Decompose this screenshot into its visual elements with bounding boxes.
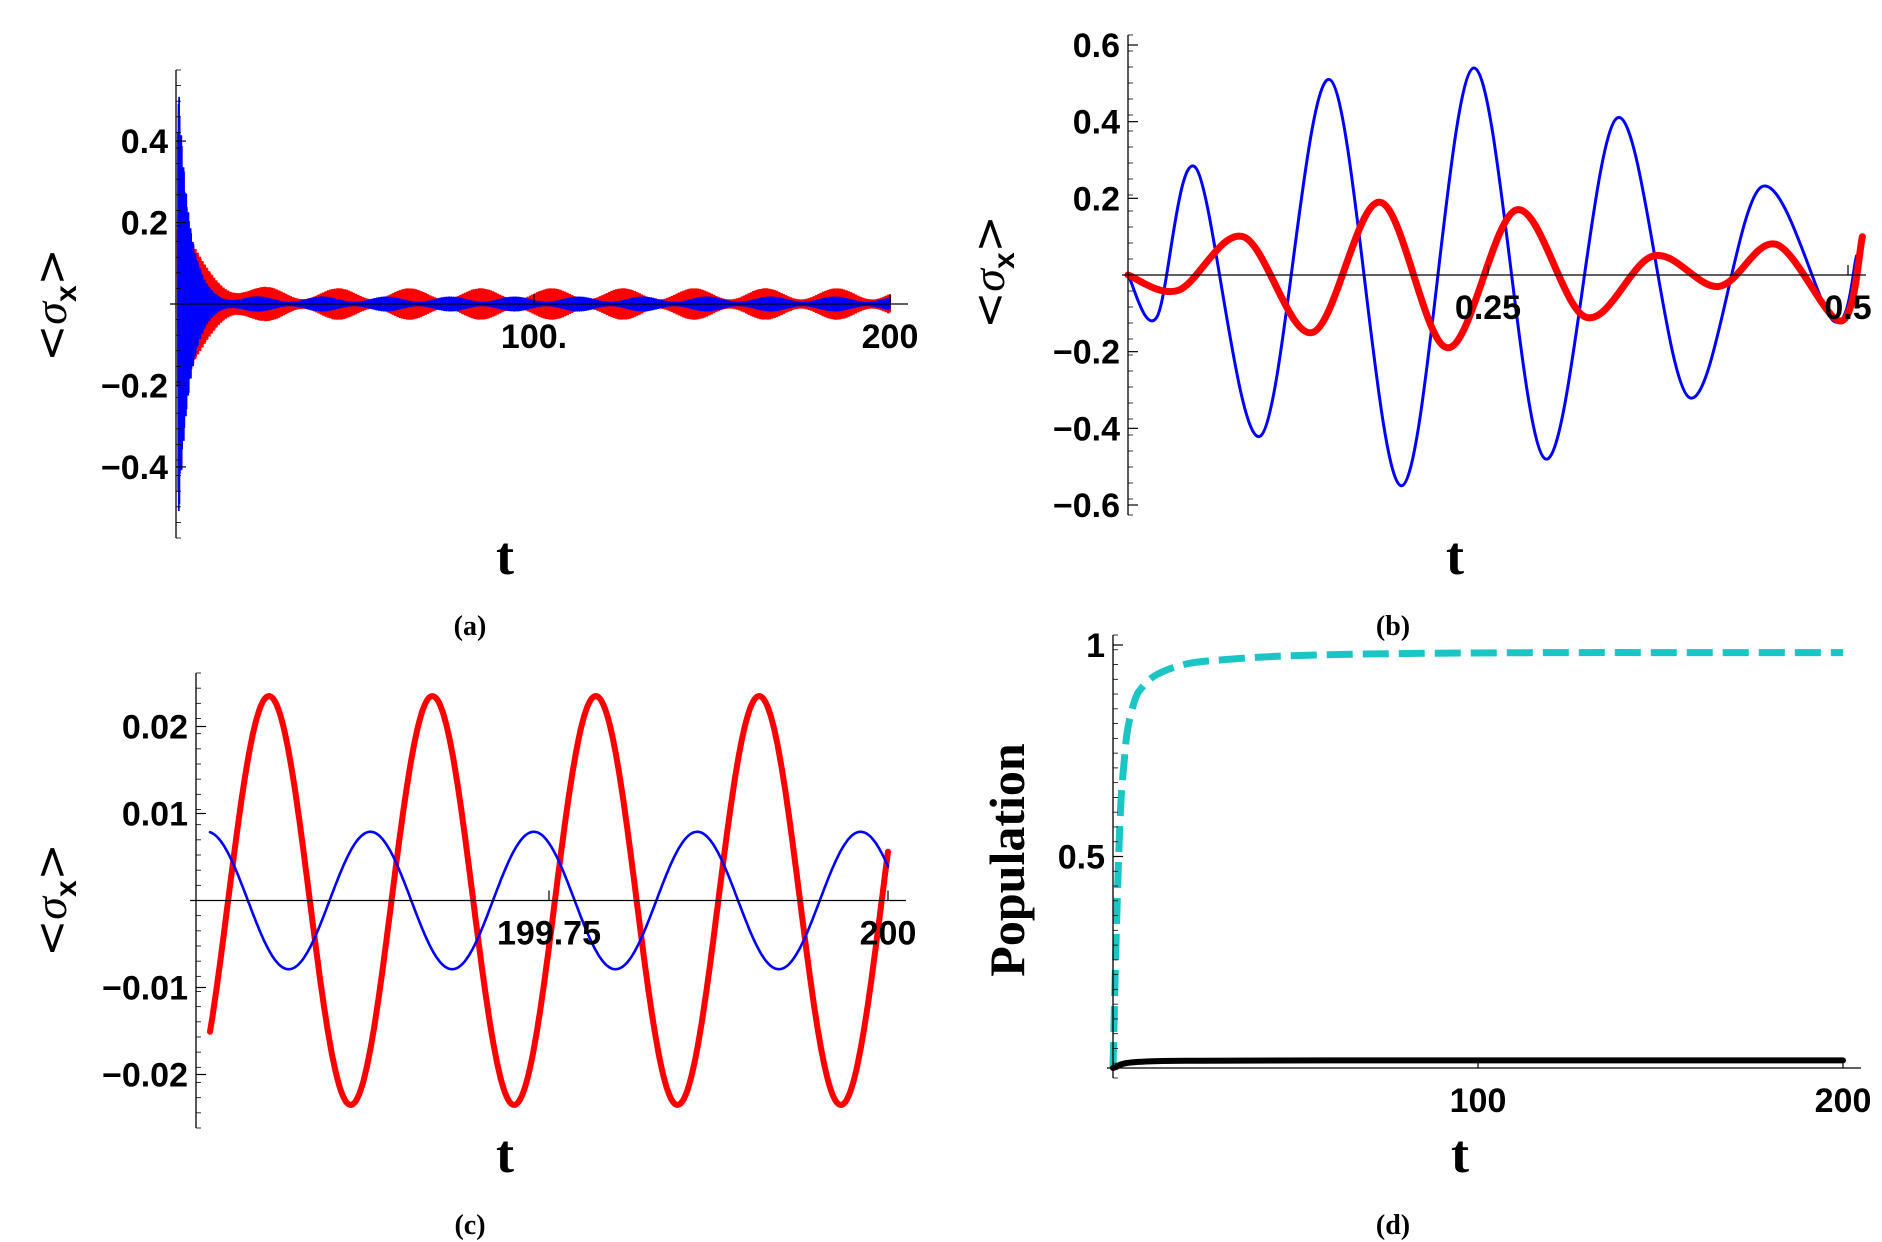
panel-c: −0.02 −0.01 0.01 0.02 199.75 200 t <σx> (c) — [25, 672, 916, 1241]
panel-d-ylabel: Population — [979, 743, 1035, 977]
panel-a-ylabel-close: > — [26, 248, 77, 285]
panel-c-xlabel: t — [496, 1124, 514, 1184]
panel-a-ylabel: <σx> — [25, 248, 83, 361]
panel-a-x-tick-label: 200 — [862, 318, 919, 356]
panel-c-y-tick-label: 0.01 — [122, 796, 188, 834]
panel-d-series-black — [1110, 1057, 1846, 1071]
panel-a-ylabel-sigma: σ — [25, 300, 76, 325]
panel-b: −0.6 −0.4 −0.2 0.2 0.4 0.6 0.25 0.5 t <σx> (b) — [963, 27, 1872, 642]
panel-c-y-tick-label: 0.02 — [122, 709, 188, 747]
panel-b-ylabel: <σx> — [963, 215, 1021, 328]
panel-b-y-tick-label: −0.4 — [1053, 410, 1120, 448]
panel-a-caption: (a) — [454, 611, 487, 642]
panel-a-xlabel: t — [496, 526, 514, 586]
panel-a-ylabel-open: < — [26, 325, 77, 362]
panel-c-ylabel-sigma: σ — [25, 895, 76, 920]
svg-text:<σx>: <σx> — [25, 843, 83, 956]
panel-d: 0.5 1 100 200 t Population (d) — [979, 627, 1871, 1241]
svg-text:<σx>: <σx> — [963, 215, 1021, 328]
panel-a-x-tick-label: 100. — [501, 318, 567, 356]
panel-d-y-tick-label: 1 — [1086, 627, 1105, 665]
panel-c-caption: (c) — [454, 1210, 485, 1241]
panel-c-ylabel-open: < — [26, 920, 77, 957]
panel-d-xlabel: t — [1451, 1124, 1469, 1184]
panel-c-ticks: −0.02 −0.01 0.01 0.02 199.75 200 — [102, 709, 916, 1095]
panel-c-x-tick-label: 200 — [860, 915, 917, 953]
panel-c-ylabel-sub: x — [50, 880, 83, 897]
panel-d-axes — [1107, 634, 1861, 1079]
panel-b-series-blue — [1126, 66, 1859, 488]
panel-b-y-tick-label: −0.2 — [1053, 334, 1120, 372]
panel-b-y-tick-label: −0.6 — [1053, 487, 1120, 525]
panel-a: −0.4 −0.2 0.2 0.4 100. 200 t <σx> (a) — [25, 69, 918, 642]
panel-c-series-red — [207, 692, 891, 1108]
panel-b-y-tick-label: 0.4 — [1073, 104, 1120, 142]
panel-b-ticks: −0.6 −0.4 −0.2 0.2 0.4 0.6 0.25 0.5 — [1053, 27, 1872, 525]
svg-text:<σx>: <σx> — [25, 248, 83, 361]
panel-d-ticks: 0.5 1 100 200 — [1058, 627, 1872, 1120]
panel-c-plot — [207, 692, 891, 1108]
panel-a-axes — [170, 69, 908, 539]
panel-c-y-tick-label: −0.02 — [102, 1057, 188, 1095]
panel-d-y-tick-label: 0.5 — [1058, 839, 1105, 877]
panel-b-ylabel-close: > — [964, 215, 1015, 252]
panel-c-x-tick-label: 199.75 — [497, 915, 601, 953]
panel-a-ticks: −0.4 −0.2 0.2 0.4 100. 200 — [101, 123, 918, 487]
panel-b-ylabel-sigma: σ — [963, 267, 1014, 292]
panel-d-series-cyan-dashed — [1109, 649, 1843, 1069]
panel-a-y-tick-label: 0.4 — [121, 123, 168, 161]
panel-d-plot — [1109, 649, 1846, 1071]
panel-a-y-tick-label: −0.4 — [101, 449, 168, 487]
panel-c-ylabel: <σx> — [25, 843, 83, 956]
panel-c-y-tick-label: −0.01 — [102, 970, 188, 1008]
panel-a-y-tick-label: −0.2 — [101, 367, 168, 405]
panel-b-y-tick-label: 0.6 — [1073, 27, 1120, 65]
panel-b-axes — [1122, 34, 1866, 516]
panel-a-y-tick-label: 0.2 — [121, 205, 168, 243]
panel-b-ylabel-sub: x — [988, 252, 1021, 269]
panel-c-ylabel-close: > — [26, 843, 77, 880]
panel-d-x-tick-label: 100 — [1450, 1082, 1507, 1120]
panel-b-series-red — [1124, 198, 1866, 352]
panel-d-x-tick-label: 200 — [1815, 1082, 1872, 1120]
panel-b-x-tick-label: 0.25 — [1455, 289, 1521, 327]
panel-d-caption: (d) — [1376, 1210, 1410, 1241]
panel-c-axes — [190, 672, 906, 1129]
panel-b-y-tick-label: 0.2 — [1073, 180, 1120, 218]
panel-a-ylabel-sub: x — [50, 285, 83, 302]
panel-b-caption: (b) — [1376, 611, 1410, 642]
panel-b-xlabel: t — [1446, 526, 1464, 586]
panel-c-series-blue — [208, 830, 890, 971]
panel-b-x-tick-label: 0.5 — [1824, 289, 1871, 327]
panel-b-plot — [1124, 66, 1866, 488]
panel-b-ylabel-open: < — [964, 292, 1015, 329]
